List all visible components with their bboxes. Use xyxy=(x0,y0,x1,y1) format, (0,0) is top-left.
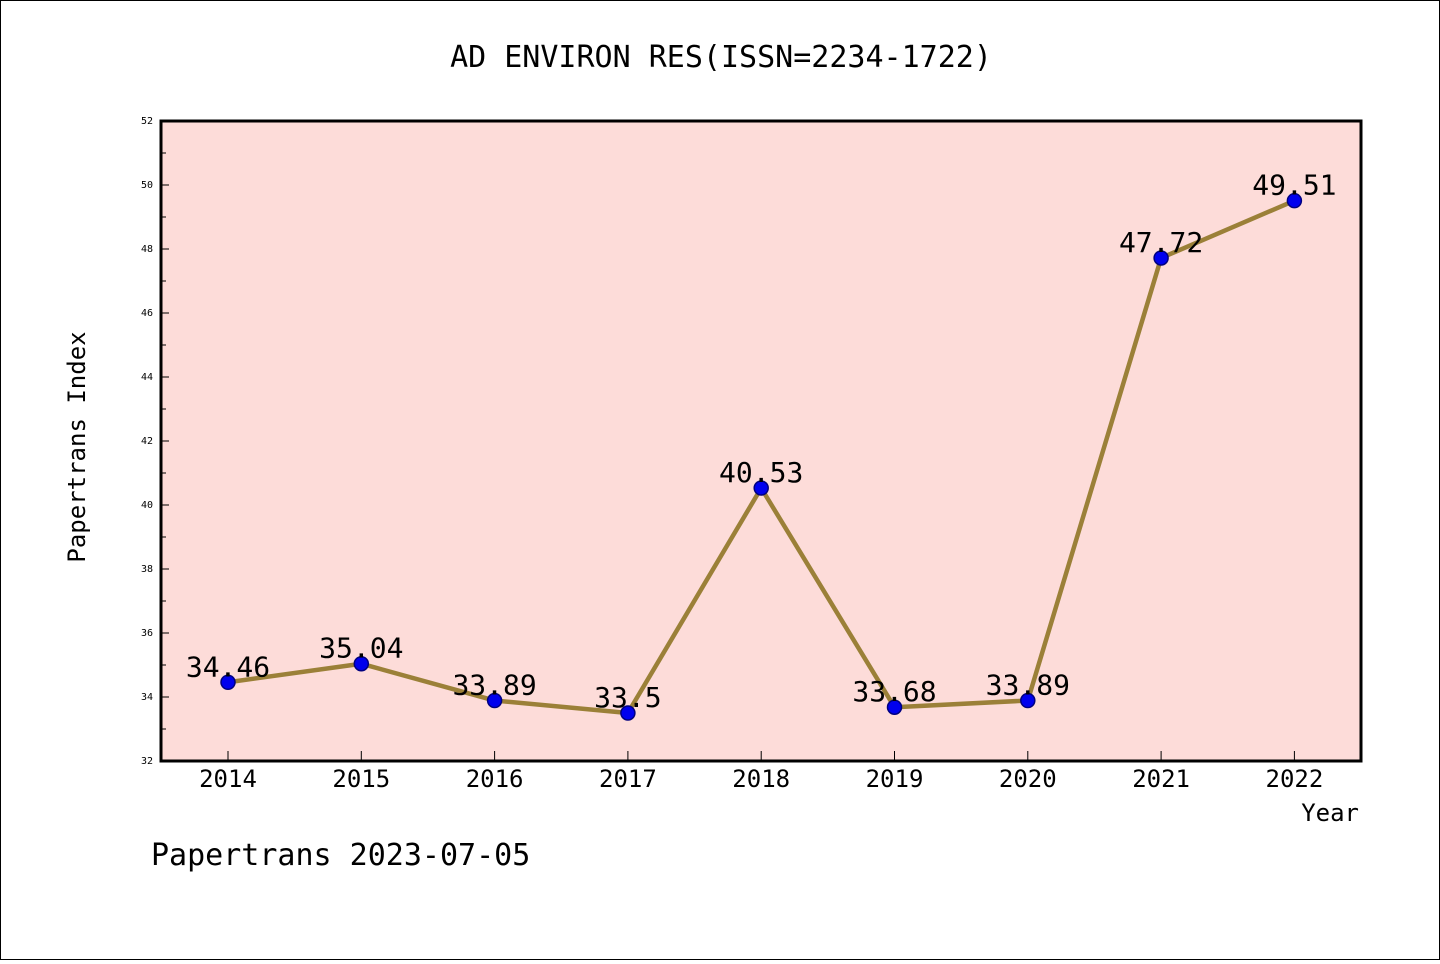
footer-text: Papertrans 2023-07-05 xyxy=(151,838,530,873)
y-axis-label: Papertrans Index xyxy=(63,331,91,562)
data-point-marker xyxy=(1153,250,1169,266)
data-label: 33.5 xyxy=(594,681,661,714)
y-tick-label: 36 xyxy=(141,628,153,639)
data-labels: 34.46 35.04 33.89 33.5 40.53 33.68 33.89 47.72 4… xyxy=(186,169,1337,714)
data-label: 34.46 xyxy=(186,650,270,683)
data-point-marker xyxy=(620,705,636,721)
data-point-marker xyxy=(753,480,769,496)
x-axis: 2014 2015 2016 2017 2018 2019 2020 2021 2022 xyxy=(199,751,1323,793)
y-tick-label: 52 xyxy=(141,116,153,127)
y-tick-label: 50 xyxy=(141,180,153,191)
x-tick-label: 2016 xyxy=(466,765,524,793)
series-line-group xyxy=(220,192,1303,721)
x-tick-label: 2020 xyxy=(999,765,1057,793)
y-tick-label: 32 xyxy=(141,756,153,767)
x-tick-label: 2015 xyxy=(332,765,390,793)
y-tick-label: 34 xyxy=(141,692,153,703)
data-label: 49.51 xyxy=(1252,169,1336,202)
y-tick-label: 42 xyxy=(141,436,153,447)
y-tick-label: 48 xyxy=(141,244,153,255)
data-label: 40.53 xyxy=(719,456,803,489)
data-point-marker xyxy=(353,655,370,672)
x-axis-label: Year xyxy=(1301,799,1359,827)
x-tick-label: 2021 xyxy=(1132,765,1190,793)
data-point-marker xyxy=(886,699,903,715)
chart-title: AD ENVIRON RES(ISSN=2234-1722) xyxy=(450,40,992,75)
data-label: 47.72 xyxy=(1119,226,1203,259)
data-point-marker xyxy=(486,692,503,709)
x-tick-label: 2019 xyxy=(866,765,924,793)
y-tick-label: 44 xyxy=(141,372,153,383)
y-axis: 32 34 36 38 40 42 44 46 48 50 52 xyxy=(141,116,169,767)
y-tick-label: 38 xyxy=(141,564,153,575)
x-tick-label: 2017 xyxy=(599,765,657,793)
data-label: 33.89 xyxy=(452,669,536,702)
plot-area xyxy=(159,119,1363,763)
x-tick-label: 2014 xyxy=(199,765,257,793)
data-point-marker xyxy=(1020,692,1036,709)
x-tick-label: 2022 xyxy=(1266,765,1324,793)
data-label: 35.04 xyxy=(319,632,403,665)
data-label: 33.68 xyxy=(852,675,936,708)
y-tick-label: 40 xyxy=(141,500,153,511)
y-tick-label: 46 xyxy=(141,308,153,319)
data-point-marker xyxy=(220,674,236,691)
data-label: 33.89 xyxy=(986,669,1070,702)
data-point-marker xyxy=(1286,192,1303,209)
x-tick-label: 2018 xyxy=(732,765,790,793)
